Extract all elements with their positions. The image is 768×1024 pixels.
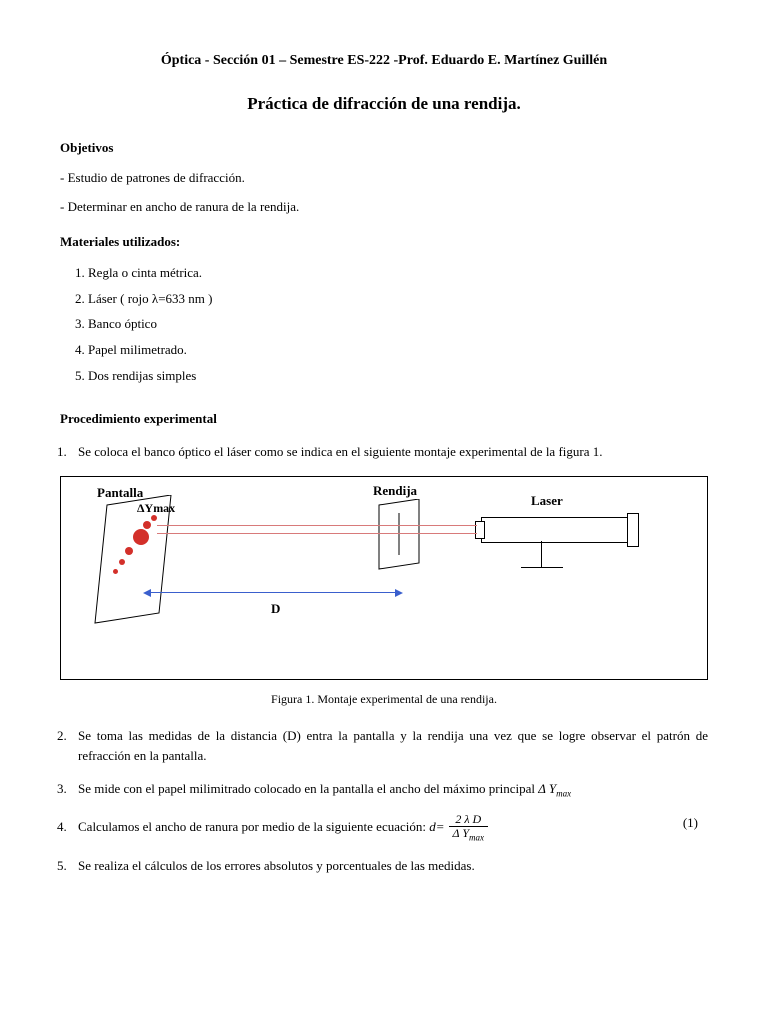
eq-den-sym: Δ Y bbox=[453, 826, 470, 840]
delta-y-symbol: Δ Ymax bbox=[538, 781, 571, 796]
d-label: D bbox=[271, 599, 280, 620]
objetivo-item: - Determinar en ancho de ranura de la re… bbox=[60, 197, 708, 218]
eq-den: Δ Ymax bbox=[449, 827, 489, 843]
d-line bbox=[151, 592, 397, 593]
dymax-label: ΔYmax bbox=[137, 499, 175, 518]
equation-d: d= bbox=[429, 819, 444, 834]
materiales-list: Regla o cinta métrica. Láser ( rojo λ=63… bbox=[88, 263, 708, 387]
procedimiento-head: Procedimiento experimental bbox=[60, 409, 708, 430]
proc-step: Calculamos el ancho de ranura por medio … bbox=[70, 813, 708, 843]
rendija-label: Rendija bbox=[373, 481, 417, 502]
material-item: Láser ( rojo λ=633 nm ) bbox=[88, 289, 708, 310]
d-arrow-right-icon bbox=[395, 589, 403, 597]
document-page: Óptica - Sección 01 – Semestre ES-222 -P… bbox=[0, 0, 768, 928]
laser-beam bbox=[157, 525, 477, 526]
proc-step-text: Se mide con el papel milimitrado colocad… bbox=[78, 781, 538, 796]
laser-base bbox=[521, 567, 563, 568]
equation-fraction: 2 λ D Δ Ymax bbox=[449, 813, 489, 843]
eq-den-sub: max bbox=[469, 833, 484, 843]
procedimiento-list-cont: Se toma las medidas de la distancia (D) … bbox=[70, 726, 708, 877]
laser-label: Laser bbox=[531, 491, 563, 512]
laser-beam bbox=[157, 533, 477, 534]
material-item: Dos rendijas simples bbox=[88, 366, 708, 387]
laser-end bbox=[627, 513, 639, 547]
objetivos-head: Objetivos bbox=[60, 138, 708, 159]
proc-step: Se toma las medidas de la distancia (D) … bbox=[70, 726, 708, 768]
proc-step: Se realiza el cálculos de los errores ab… bbox=[70, 856, 708, 877]
eq-num: 2 λ D bbox=[449, 813, 489, 827]
proc-step-text: Calculamos el ancho de ranura por medio … bbox=[78, 819, 429, 834]
proc-step: Se mide con el papel milimitrado colocad… bbox=[70, 779, 708, 801]
laser-nozzle bbox=[475, 521, 485, 539]
material-item: Regla o cinta métrica. bbox=[88, 263, 708, 284]
sym: Δ Y bbox=[538, 781, 556, 796]
laser-stand bbox=[541, 541, 542, 567]
course-header: Óptica - Sección 01 – Semestre ES-222 -P… bbox=[60, 50, 708, 72]
objetivo-item: - Estudio de patrones de difracción. bbox=[60, 168, 708, 189]
proc-step: Se coloca el banco óptico el láser como … bbox=[70, 442, 708, 463]
procedimiento-list: Se coloca el banco óptico el láser como … bbox=[70, 442, 708, 463]
d-arrow-left-icon bbox=[143, 589, 151, 597]
material-item: Banco óptico bbox=[88, 314, 708, 335]
sym-sub: max bbox=[556, 789, 571, 799]
material-item: Papel milimetrado. bbox=[88, 340, 708, 361]
materiales-head: Materiales utilizados: bbox=[60, 232, 708, 253]
figure-diagram: Pantalla ΔYmax Rendija Laser D bbox=[60, 476, 708, 680]
page-title: Práctica de difracción de una rendija. bbox=[60, 90, 708, 117]
rendija-shape bbox=[371, 499, 431, 579]
figure-caption: Figura 1. Montaje experimental de una re… bbox=[60, 690, 708, 709]
laser-body bbox=[481, 517, 633, 543]
equation-number: (1) bbox=[683, 813, 698, 834]
